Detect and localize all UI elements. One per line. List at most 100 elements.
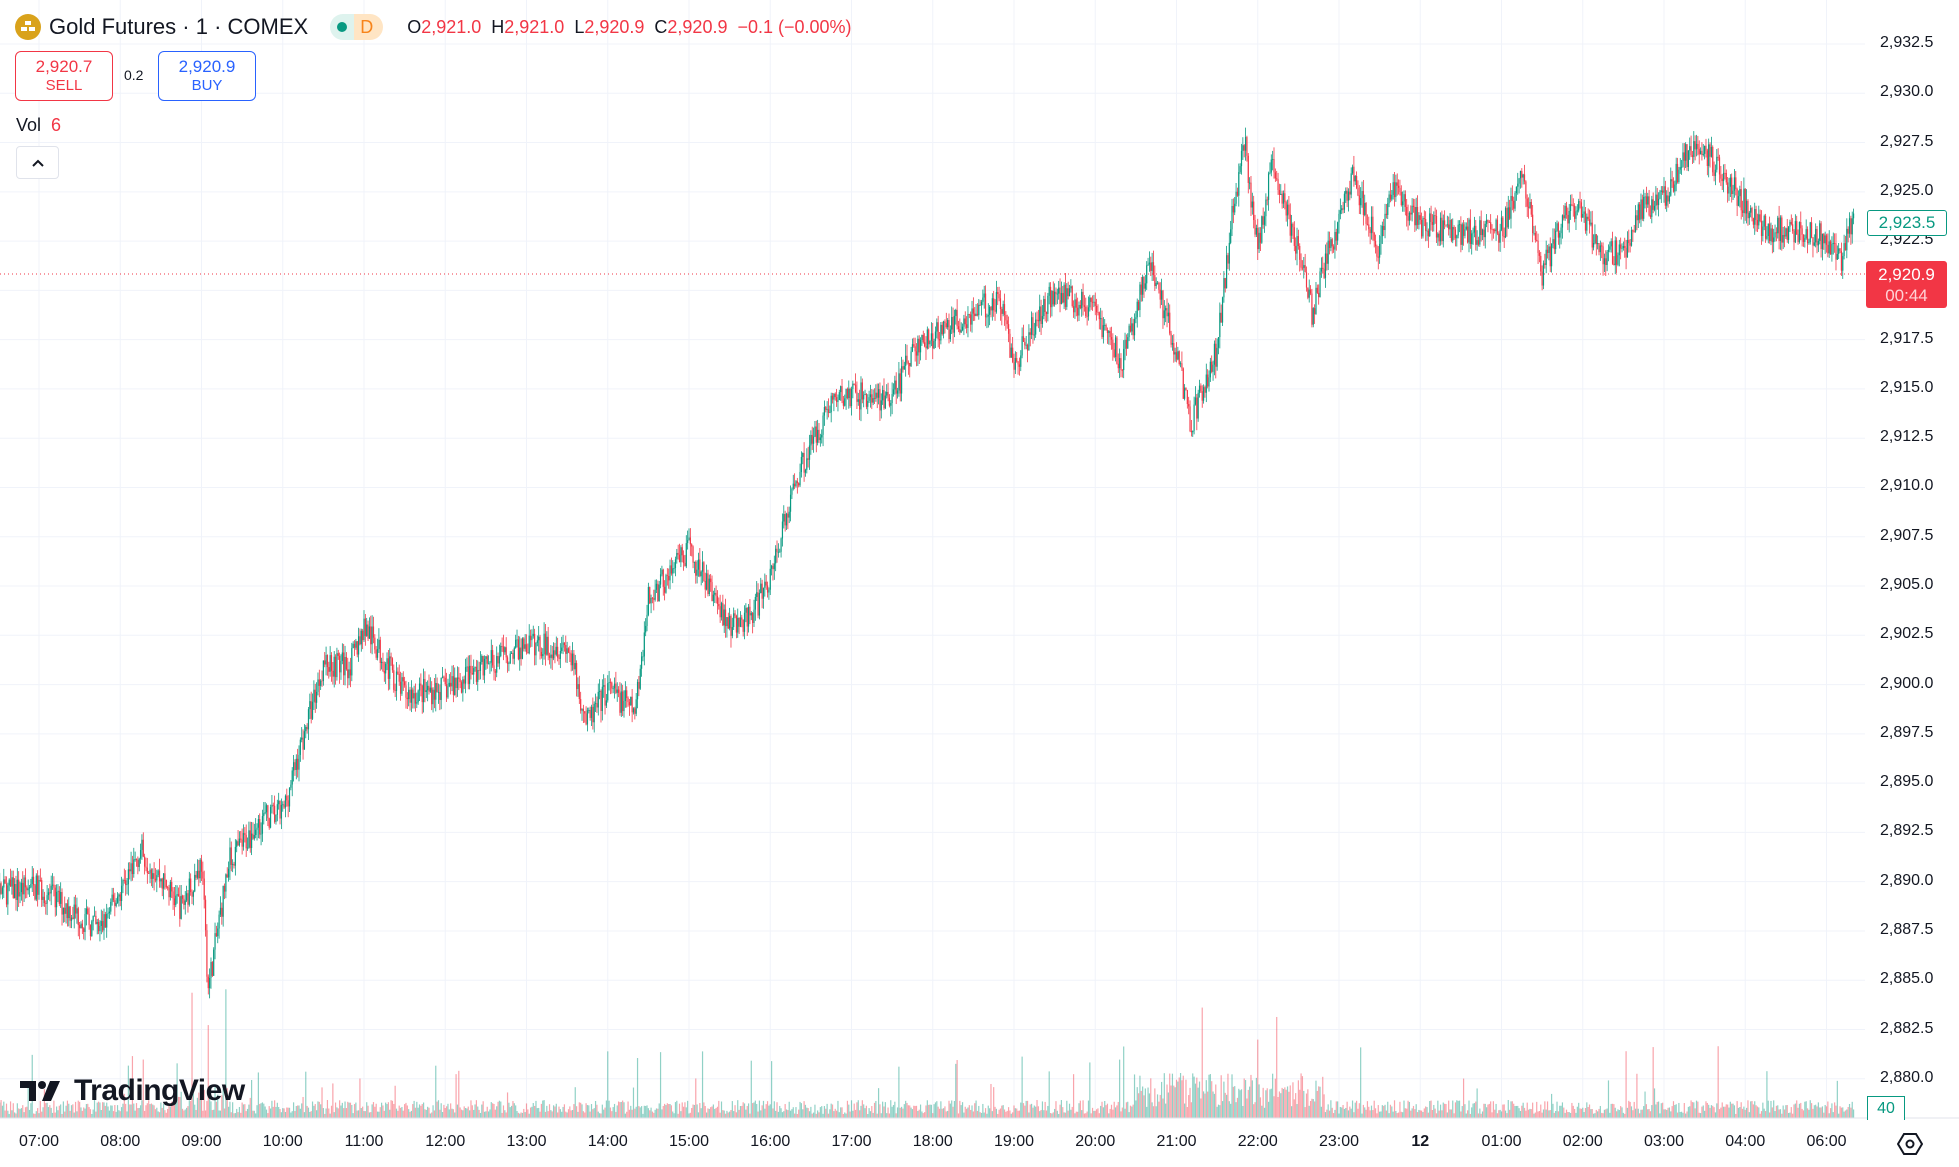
candle-body bbox=[108, 911, 111, 914]
volume-bar bbox=[1013, 1105, 1015, 1118]
candle-body bbox=[818, 429, 820, 441]
candle-body bbox=[947, 320, 949, 328]
tradingview-logo[interactable]: TradingView bbox=[20, 1074, 245, 1108]
volume-bar bbox=[990, 1083, 992, 1118]
candle-body bbox=[616, 689, 618, 693]
volume-bar bbox=[914, 1105, 916, 1118]
candle-body bbox=[1621, 248, 1623, 249]
volume-bar bbox=[1664, 1109, 1666, 1118]
candle-body bbox=[1227, 255, 1229, 264]
volume-bar bbox=[236, 1108, 238, 1118]
volume-bar bbox=[1116, 1105, 1118, 1118]
candle-body bbox=[645, 625, 647, 633]
candle-body bbox=[1475, 225, 1477, 245]
volume-bar bbox=[1400, 1111, 1402, 1118]
volume-bar bbox=[256, 1105, 258, 1118]
volume-bar bbox=[1571, 1102, 1573, 1118]
candle-body bbox=[93, 915, 96, 917]
candle-body bbox=[1055, 291, 1057, 294]
volume-bar bbox=[584, 1112, 586, 1118]
collapse-legend-button[interactable] bbox=[16, 146, 59, 179]
volume-bar bbox=[1430, 1100, 1432, 1118]
volume-bar bbox=[321, 1087, 323, 1118]
candle-body bbox=[1458, 224, 1461, 226]
volume-bar bbox=[316, 1110, 318, 1118]
volume-bar bbox=[1196, 1077, 1198, 1118]
candle-body bbox=[1536, 239, 1538, 241]
volume-bar bbox=[918, 1109, 920, 1118]
candle-body bbox=[791, 488, 793, 495]
candle-body bbox=[385, 663, 387, 674]
volume-bar bbox=[1326, 1109, 1328, 1118]
volume-bar bbox=[511, 1105, 513, 1118]
time-tick-label: 17:00 bbox=[831, 1133, 872, 1150]
candle-body bbox=[310, 701, 312, 719]
candle-body bbox=[1819, 223, 1821, 241]
volume-bar bbox=[848, 1104, 850, 1118]
candle-body bbox=[1583, 211, 1585, 214]
candle-body bbox=[898, 373, 900, 391]
volume-legend[interactable]: Vol 6 bbox=[16, 115, 62, 135]
volume-bar bbox=[1704, 1110, 1706, 1118]
candle-body bbox=[265, 805, 268, 813]
volume-bar bbox=[1484, 1103, 1486, 1118]
volume-bar bbox=[118, 1110, 120, 1118]
volume-bar bbox=[845, 1113, 847, 1118]
volume-bar bbox=[674, 1102, 677, 1118]
candle-body bbox=[892, 389, 895, 395]
candle-body bbox=[984, 293, 987, 318]
candle-body bbox=[1265, 199, 1267, 217]
volume-bar bbox=[150, 1103, 152, 1118]
candle-body bbox=[223, 885, 226, 892]
volume-bar bbox=[1335, 1101, 1337, 1118]
candle-body bbox=[757, 592, 759, 616]
volume-bar bbox=[1262, 1087, 1264, 1118]
volume-bar bbox=[1098, 1113, 1100, 1118]
volume-bar bbox=[1647, 1109, 1649, 1118]
volume-bar bbox=[963, 1112, 965, 1118]
volume-bar bbox=[104, 1105, 106, 1118]
candle-body bbox=[1575, 211, 1577, 219]
candle-body bbox=[540, 651, 542, 657]
candle-body bbox=[1347, 191, 1350, 201]
volume-bar bbox=[435, 1065, 437, 1118]
price-tick-label: 2,910.0 bbox=[1880, 477, 1934, 495]
market-status-badge[interactable]: D bbox=[330, 14, 384, 40]
volume-bar bbox=[724, 1113, 727, 1118]
candle-body bbox=[467, 666, 469, 684]
volume-bar bbox=[344, 1101, 346, 1118]
volume-bar bbox=[1706, 1102, 1708, 1118]
candle-body bbox=[1632, 230, 1634, 232]
symbol-title[interactable]: Gold Futures · 1 · COMEX bbox=[49, 14, 309, 39]
candle-body bbox=[1114, 337, 1117, 357]
volume-bar bbox=[1718, 1109, 1721, 1118]
candle-body bbox=[512, 652, 514, 659]
volume-bar bbox=[1685, 1113, 1687, 1118]
candle-body bbox=[1606, 251, 1608, 265]
candle-body bbox=[655, 583, 658, 590]
volume-bar bbox=[305, 1071, 307, 1118]
volume-bar bbox=[375, 1103, 377, 1118]
settings-hexagon-icon[interactable] bbox=[1896, 1131, 1924, 1157]
volume-bar bbox=[1066, 1100, 1068, 1118]
candle-body bbox=[483, 658, 486, 676]
sell-button[interactable]: 2,920.7 SELL bbox=[15, 51, 113, 101]
candle-body bbox=[505, 647, 507, 658]
candle-body bbox=[948, 320, 950, 340]
candle-body bbox=[1611, 241, 1614, 264]
candle-body bbox=[408, 689, 410, 700]
volume-bar bbox=[1437, 1100, 1439, 1118]
candle-body bbox=[1743, 188, 1745, 213]
volume-bar bbox=[1048, 1071, 1050, 1118]
buy-button[interactable]: 2,920.9 BUY bbox=[158, 51, 256, 101]
volume-bar bbox=[210, 1101, 212, 1118]
candle-body bbox=[49, 892, 51, 894]
candle-body bbox=[1324, 253, 1327, 278]
candle-body bbox=[1660, 190, 1662, 192]
candle-body bbox=[1437, 233, 1439, 238]
candle-body bbox=[1533, 232, 1535, 234]
volume-bar bbox=[28, 1109, 31, 1118]
volume-bar bbox=[427, 1106, 429, 1118]
candle-body bbox=[37, 875, 39, 895]
